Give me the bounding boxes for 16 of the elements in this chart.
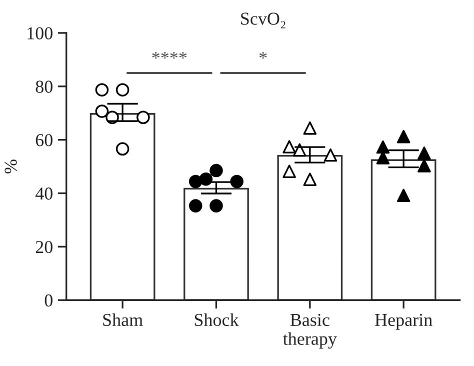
chart-title: ScvO₂: [241, 12, 286, 28]
y-tick-label: 100: [28, 27, 52, 40]
annotation: *: [259, 52, 267, 59]
bar: [184, 188, 249, 300]
y-tick-label: 0: [44, 294, 52, 307]
x-tick-label: Heparin: [375, 314, 432, 330]
x-tick-label: Shock: [194, 313, 239, 326]
bar: [370, 159, 436, 300]
y-tick-label: 40: [35, 188, 52, 200]
y-tick-label: 20: [36, 240, 52, 254]
y-tick-label: 60: [36, 134, 52, 146]
y-axis-title: %: [4, 160, 17, 174]
x-tick-label: Basic therapy: [283, 314, 337, 349]
x-tick-label: Sham: [103, 313, 143, 326]
y-tick-label: 80: [36, 80, 52, 93]
annotation: ****: [152, 52, 187, 59]
